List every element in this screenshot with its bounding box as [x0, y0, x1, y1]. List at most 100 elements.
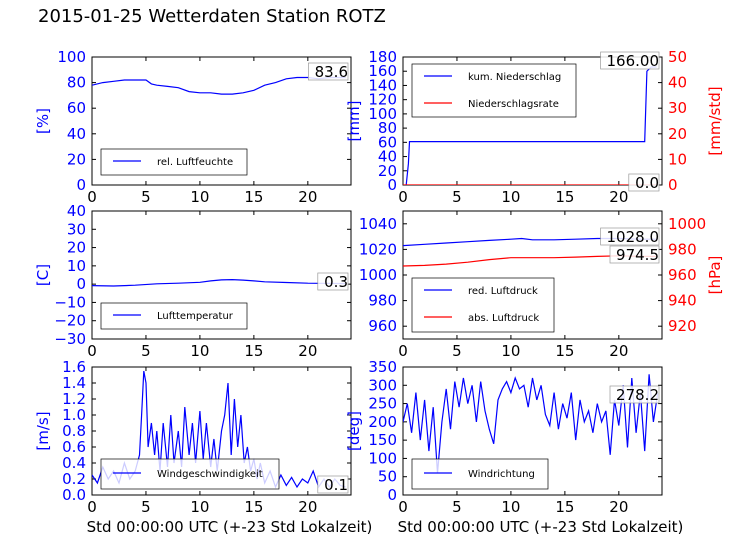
y-tick-label: 1020 — [359, 240, 397, 258]
y-tick-label: 80 — [378, 119, 397, 137]
chart-panel-5: 0 5 10 15 20 0.00.20.40.60.81.01.21.41.6 [m/s]… — [34, 358, 372, 536]
y-tick-label-right: 20 — [668, 125, 687, 143]
legend-label: red. Luftdruck — [468, 286, 538, 297]
x-tick-label: 10 — [501, 188, 520, 206]
y-tick-label-right: 0 — [668, 176, 678, 194]
x-tick-label: 0 — [398, 342, 408, 360]
chart-panel-2: 0 5 10 15 2002040608010012014016018001020304… — [345, 48, 724, 206]
y-tick-label: 100 — [368, 449, 397, 467]
value-label: 278.2 — [616, 386, 659, 404]
value-label: 166.00 — [607, 52, 660, 70]
y-axis-label: [m/s] — [34, 411, 52, 450]
legend: red. Luftdruck abs. Luftdruck — [411, 277, 555, 333]
value-label: 1028.0 — [607, 228, 660, 246]
chart-panel-4: 0 5 10 15 20 960 980 1000 1020 1040 920 940 960 980 10… — [359, 210, 724, 360]
plot-frame — [91, 56, 352, 186]
y-tick-label-right: 960 — [668, 266, 697, 284]
x-tick-label: 15 — [555, 188, 574, 206]
x-tick-label: 5 — [141, 498, 151, 516]
y-tick-label: 120 — [368, 91, 397, 109]
y-tick-label: 1040 — [359, 215, 397, 233]
legend-label: kum. Niederschlag — [468, 72, 561, 83]
y-tick-label-right: 920 — [668, 317, 697, 335]
legend: Windrichtung — [411, 458, 549, 490]
y-tick-label: 0.8 — [62, 422, 86, 440]
series-line-1 — [403, 374, 659, 474]
y-tick-label: 1.4 — [62, 374, 86, 392]
x-tick-label: 15 — [244, 342, 263, 360]
y-tick-label: 60 — [378, 133, 397, 151]
x-tick-label: 10 — [190, 188, 209, 206]
y-tick-label: 1.6 — [62, 358, 86, 376]
value-label: 0.0 — [635, 174, 659, 192]
legend-label: rel. Luftfeuchte — [157, 157, 233, 168]
x-tick-label: 20 — [609, 342, 628, 360]
legend-box — [100, 458, 280, 490]
y-tick-label-right: 940 — [668, 292, 697, 310]
y-tick-label: −30 — [54, 330, 86, 348]
y-tick-label: 0.0 — [62, 486, 86, 504]
y-tick-label: 1.0 — [62, 406, 86, 424]
y-tick-label: 20 — [378, 162, 397, 180]
y-tick-label: 250 — [368, 395, 397, 413]
value-label: 0.1 — [324, 476, 348, 494]
plot-frame — [402, 366, 663, 496]
x-tick-label: 0 — [398, 188, 408, 206]
legend-box — [411, 63, 577, 118]
series-group — [92, 76, 346, 95]
y-tick-label-right: 1000 — [668, 215, 706, 233]
x-tick-label: 5 — [452, 498, 462, 516]
x-tick-label: 5 — [452, 188, 462, 206]
x-tick-label: 15 — [555, 342, 574, 360]
y-tick-label: 100 — [57, 48, 86, 66]
y-axis-label-right: [hPa] — [706, 256, 724, 295]
legend-label: Windrichtung — [468, 469, 535, 480]
legend: Windgeschwindigkeit — [100, 458, 280, 490]
y-tick-label: 80 — [67, 74, 86, 92]
x-tick-label: 0 — [87, 342, 97, 360]
legend: Lufttemperatur — [100, 302, 248, 330]
x-tick-label: 0 — [87, 188, 97, 206]
x-tick-label: 20 — [298, 342, 317, 360]
value-label-box — [628, 173, 660, 192]
series-group — [92, 278, 346, 287]
value-label: 974.5 — [616, 246, 659, 264]
legend-box — [411, 458, 549, 490]
x-tick-label: 10 — [501, 342, 520, 360]
value-label-box — [600, 51, 660, 70]
y-tick-label: 0.6 — [62, 438, 86, 456]
y-tick-label-right: 50 — [668, 48, 687, 66]
y-tick-label: 1.2 — [62, 390, 86, 408]
x-axis-label: Std 00:00:00 UTC (+-23 Std Lokalzeit) — [398, 518, 684, 536]
y-tick-label: 100 — [368, 105, 397, 123]
y-tick-label: 0 — [387, 176, 397, 194]
series-line-1 — [92, 76, 346, 95]
y-tick-label: 1000 — [359, 266, 397, 284]
y-tick-label: 160 — [368, 62, 397, 80]
legend-box — [411, 277, 555, 333]
x-tick-label: 5 — [141, 342, 151, 360]
x-tick-label: 10 — [190, 342, 209, 360]
y-axis-label-right: [mm/std] — [706, 86, 724, 155]
x-tick-label: 15 — [244, 188, 263, 206]
value-label: 83.6 — [315, 63, 348, 81]
y-tick-label: 180 — [368, 48, 397, 66]
legend-label: Windgeschwindigkeit — [157, 469, 263, 480]
x-tick-label: 20 — [298, 188, 317, 206]
y-tick-label: 300 — [368, 376, 397, 394]
y-tick-label: 30 — [67, 220, 86, 238]
y-axis-label: [deg] — [345, 411, 363, 451]
y-tick-label: 40 — [378, 148, 397, 166]
y-tick-label: 60 — [67, 99, 86, 117]
x-tick-label: 5 — [141, 188, 151, 206]
x-tick-label: 20 — [298, 498, 317, 516]
y-tick-label: 150 — [368, 431, 397, 449]
x-tick-label: 10 — [190, 498, 209, 516]
series-line-1 — [405, 66, 657, 185]
value-label: 0.3 — [324, 273, 348, 291]
series-line-1 — [92, 278, 346, 287]
y-tick-label-right: 40 — [668, 74, 687, 92]
y-tick-label: 20 — [67, 239, 86, 257]
